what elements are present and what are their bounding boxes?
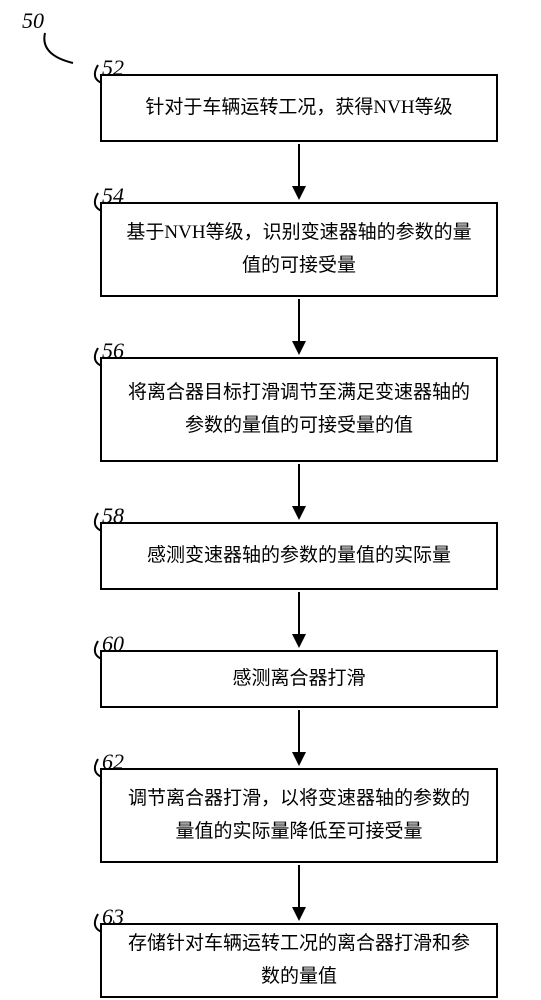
arrow-2 (284, 297, 314, 357)
arrow-1 (284, 142, 314, 202)
step-box-58: 感测变速器轴的参数的量值的实际量 (100, 522, 498, 590)
arrow-6 (284, 863, 314, 923)
step-text-63: 存储针对车辆运转工况的离合器打滑和参数的量值 (122, 928, 476, 993)
step-box-54: 基于NVH等级，识别变速器轴的参数的量值的可接受量 (100, 202, 498, 297)
step-box-56: 将离合器目标打滑调节至满足变速器轴的参数的量值的可接受量的值 (100, 357, 498, 462)
step-text-56: 将离合器目标打滑调节至满足变速器轴的参数的量值的可接受量的值 (122, 377, 476, 442)
main-callout-curve (35, 25, 95, 75)
arrow-3 (284, 462, 314, 522)
step-box-52: 针对于车辆运转工况，获得NVH等级 (100, 74, 498, 142)
step-text-60: 感测离合器打滑 (232, 663, 365, 695)
step-box-62: 调节离合器打滑，以将变速器轴的参数的量值的实际量降低至可接受量 (100, 768, 498, 863)
step-text-54: 基于NVH等级，识别变速器轴的参数的量值的可接受量 (122, 217, 476, 282)
step-box-60: 感测离合器打滑 (100, 650, 498, 708)
step-text-58: 感测变速器轴的参数的量值的实际量 (147, 540, 451, 572)
step-box-63: 存储针对车辆运转工况的离合器打滑和参数的量值 (100, 923, 498, 998)
step-text-62: 调节离合器打滑，以将变速器轴的参数的量值的实际量降低至可接受量 (122, 783, 476, 848)
arrow-4 (284, 590, 314, 650)
step-text-52: 针对于车辆运转工况，获得NVH等级 (145, 92, 452, 124)
flowchart-diagram: 50 52 针对于车辆运转工况，获得NVH等级 54 基于NVH等级，识别变速器… (0, 0, 541, 1000)
arrow-5 (284, 708, 314, 768)
